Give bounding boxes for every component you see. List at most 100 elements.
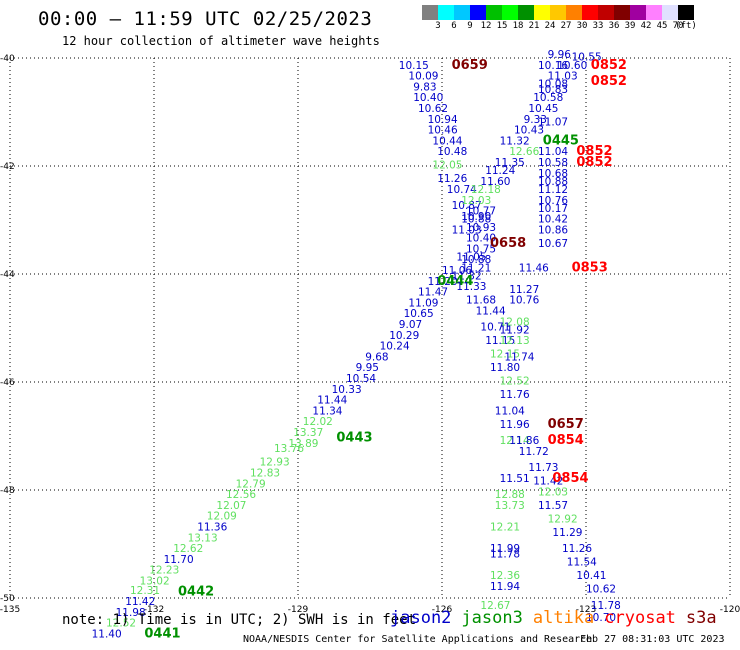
legend-swatch (486, 5, 502, 20)
wave-height-label: 9.83 (413, 81, 436, 93)
wave-height-label: 13.76 (274, 443, 304, 455)
wave-height-label: 11.35 (495, 157, 525, 169)
wave-height-label: 12.83 (250, 468, 280, 480)
pass-time-label: 0854 (548, 433, 584, 448)
lon-tick-label: -120 (720, 605, 740, 615)
wave-height-label: 10.44 (432, 135, 462, 147)
legend-tick: 27 (560, 21, 572, 31)
pass-time-label: 0659 (452, 58, 488, 73)
wave-height-label: 10.29 (389, 330, 419, 342)
wave-height-label: 10.46 (428, 125, 458, 137)
wave-height-label: 10.74 (447, 184, 477, 196)
pass-time-label: 0441 (144, 626, 180, 641)
wave-height-label: 12.18 (471, 184, 501, 196)
pass-time-label: 0854 (552, 471, 588, 486)
legend-swatch (454, 5, 470, 20)
wave-height-label: 12.79 (236, 478, 266, 490)
wave-height-label: 10.76 (509, 295, 539, 307)
wave-height-label: 11.57 (538, 500, 568, 512)
legend-tick: 42 (640, 21, 652, 31)
legend-swatch (438, 5, 454, 20)
wave-height-label: 12.05 (432, 160, 462, 172)
wave-height-label: 9.96 (548, 49, 572, 61)
wave-height-label: 12.09 (207, 511, 237, 523)
wave-height-label: 11.36 (197, 522, 227, 534)
wave-height-label: 12.13 (500, 335, 530, 347)
wave-height-label: 12.03 (538, 486, 568, 498)
legend-swatch (502, 5, 518, 20)
wave-height-label: 11.54 (567, 557, 597, 569)
legend-swatch (534, 5, 550, 20)
wave-height-label: 10.90 (461, 211, 491, 223)
lon-tick-label: -132 (144, 605, 164, 615)
wave-height-label: 13.37 (293, 427, 323, 439)
wave-height-label: 11.68 (466, 295, 496, 307)
wave-height-label: 12.62 (173, 543, 203, 555)
legend-tick: 24 (544, 21, 556, 31)
wave-height-label: 10.48 (437, 146, 467, 158)
wave-height-label: 11.06 (442, 265, 472, 277)
wave-height-label: 10.83 (538, 84, 568, 96)
lat-tick-label: -44 (0, 270, 15, 280)
wave-height-label: 11.40 (92, 628, 122, 640)
wave-height-label: 10.62 (418, 103, 448, 115)
lon-tick-label: -135 (0, 605, 20, 615)
wave-height-label: 11.12 (538, 184, 568, 196)
satellite-name: jason3 (461, 608, 523, 628)
legend-swatch (678, 5, 694, 20)
legend-tick: 33 (592, 21, 604, 31)
wave-height-label: 11.98 (116, 607, 146, 619)
satellite-name: s3a (685, 608, 717, 628)
legend-tick: 6 (451, 21, 457, 31)
wave-height-label: 10.17 (538, 203, 568, 215)
legend-tick: 30 (576, 21, 588, 31)
wave-height-label: 13.73 (495, 500, 525, 512)
pass-time-label: 0853 (572, 260, 608, 275)
legend-tick: 21 (528, 21, 540, 31)
lat-tick-label: -40 (0, 54, 15, 64)
wave-height-label: 10.65 (404, 308, 434, 320)
wave-height-label: 11.86 (509, 435, 539, 447)
footer-note: note: 1) Time is in UTC; 2) SWH is in fe… (62, 612, 417, 628)
color-legend-ticks: 3 6 9 12 15 18 21 24 27 30 33 36 39 42 45 70 (ft) (422, 21, 740, 33)
lat-tick-label: -48 (0, 486, 15, 496)
wave-height-label: 10.24 (380, 341, 410, 353)
legend-tick: 15 (496, 21, 508, 31)
wave-height-label: 11.21 (461, 262, 491, 274)
lon-tick-label: -129 (288, 605, 309, 615)
lat-tick-label: -50 (0, 594, 15, 604)
legend-tick: 45 (656, 21, 668, 31)
wave-height-label: 10.67 (538, 238, 568, 250)
legend-tick: 12 (480, 21, 492, 31)
lon-tick-label: -123 (576, 605, 596, 615)
wave-height-label: 10.15 (399, 60, 429, 72)
wave-height-label: 10.40 (466, 233, 496, 245)
wave-height-label: 11.70 (164, 554, 194, 566)
legend-swatch (422, 5, 438, 20)
wave-height-label: 11.78 (591, 600, 621, 612)
wave-height-label: 12.66 (509, 146, 539, 158)
wave-height-label: 11.32 (452, 270, 482, 282)
satellite-legend: jason2 jason3 altika cryosat s3a (390, 608, 727, 628)
wave-height-label: 10.75 (466, 243, 496, 255)
wave-height-label: 12.07 (216, 500, 246, 512)
wave-height-label: 11.76 (500, 389, 530, 401)
legend-tick: 18 (512, 21, 524, 31)
wave-height-label: 10.88 (538, 176, 568, 188)
pass-time-label: 0444 (437, 274, 473, 289)
page-subtitle: 12 hour collection of altimeter wave hei… (62, 34, 380, 48)
wave-height-label: 10.76 (538, 195, 568, 207)
footer-credit: NOAA/NESDIS Center for Satellite Applica… (243, 634, 593, 645)
legend-tick: (ft) (675, 21, 697, 31)
wave-height-label: 10.58 (533, 92, 563, 104)
wave-height-label: 10.77 (466, 206, 496, 218)
legend-tick: 39 (624, 21, 636, 31)
legend-swatch (614, 5, 630, 20)
wave-height-label: 11.27 (509, 284, 539, 296)
wave-height-label: 10.88 (461, 214, 491, 226)
wave-height-label: 12.67 (480, 600, 510, 612)
wave-height-label: 11.29 (552, 527, 582, 539)
pass-time-label: 0852 (576, 155, 612, 170)
lat-tick-label: -42 (0, 162, 15, 172)
